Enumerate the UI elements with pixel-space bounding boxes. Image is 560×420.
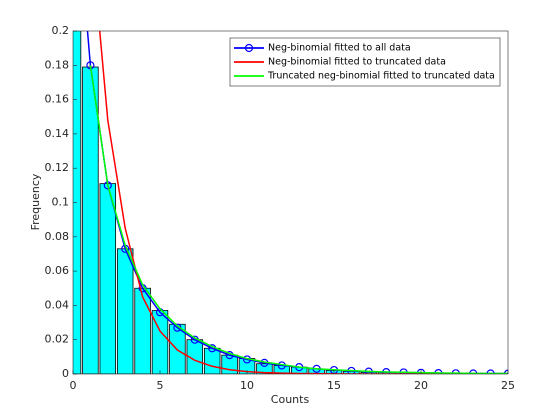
legend-marker xyxy=(244,43,254,53)
y-tick-label: 0.08 xyxy=(45,230,70,243)
y-tick-label: 0.16 xyxy=(45,93,70,106)
legend: Neg-binomial fitted to all data Neg-binom… xyxy=(229,37,501,87)
x-axis-label: Counts xyxy=(271,393,310,406)
y-tick-label: 0.02 xyxy=(45,333,70,346)
x-tick-label: 20 xyxy=(414,379,428,392)
series-line xyxy=(98,31,508,374)
y-tick-label: 0.14 xyxy=(45,127,70,140)
bar xyxy=(134,287,151,374)
axes-box xyxy=(72,30,509,375)
x-tick-label: 5 xyxy=(157,379,164,392)
bar xyxy=(151,310,169,374)
legend-label: Truncated neg-binomial fitted to truncat… xyxy=(267,71,495,82)
x-tick-label: 15 xyxy=(327,379,341,392)
x-tick-label: 10 xyxy=(240,379,254,392)
bar xyxy=(221,354,238,374)
y-tick-label: 0.06 xyxy=(45,264,70,277)
y-tick-label: 0.1 xyxy=(52,196,70,209)
bar xyxy=(99,183,117,374)
bar xyxy=(82,66,99,374)
y-tick-label: 0.2 xyxy=(52,24,70,37)
x-tick-label: 25 xyxy=(501,379,515,392)
legend-box xyxy=(229,37,501,87)
y-tick-label: 0.12 xyxy=(45,161,70,174)
legend-label: Neg-binomial fitted to all data xyxy=(268,43,411,54)
axes-layer: 0 5 10 15 20 25 0 0.02 0.04 0.06 0.08 0.1 0.12 0.14 0.… xyxy=(45,24,516,392)
bar xyxy=(116,248,134,374)
y-axis-label: Frequency xyxy=(29,173,42,230)
y-tick-label: 0.04 xyxy=(45,298,70,311)
series-line xyxy=(89,65,508,374)
y-tick-label: 0.18 xyxy=(45,58,70,71)
legend-label: Neg-binomial fitted to truncated data xyxy=(268,57,446,68)
y-tick-label: 0 xyxy=(62,367,69,380)
x-tick-label: 0 xyxy=(70,379,77,392)
